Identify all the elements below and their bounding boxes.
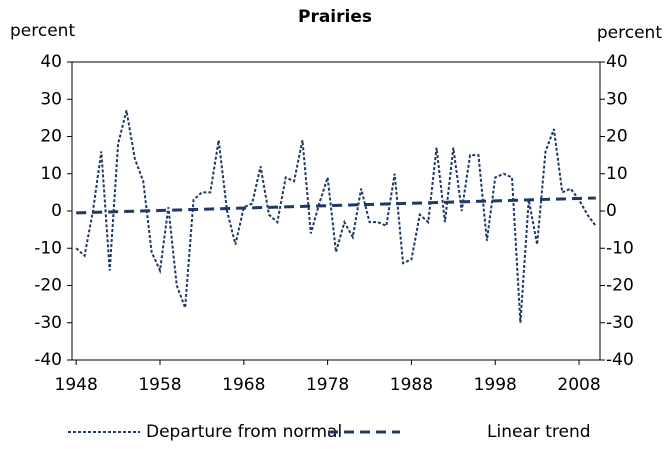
x-tick-label: 2008 <box>557 375 600 395</box>
y-tick-label: -20 <box>34 276 62 296</box>
y-tick-label: 10 <box>40 164 62 184</box>
y2-tick-label: -20 <box>606 276 634 296</box>
y2-tick-label: 40 <box>606 52 628 72</box>
y-tick-label: 20 <box>40 127 62 147</box>
y2-tick-label: 30 <box>606 89 628 109</box>
y-axis-label: percent <box>10 21 75 41</box>
y-tick-label: -10 <box>34 238 62 258</box>
y2-tick-label: -40 <box>606 350 634 370</box>
chart-title: Prairies <box>298 7 372 27</box>
legend-label: Departure from normal <box>146 422 342 442</box>
y2-tick-label: 20 <box>606 127 628 147</box>
y-tick-label: -40 <box>34 350 62 370</box>
y-tick-label: 30 <box>40 89 62 109</box>
y2-tick-label: 0 <box>606 201 617 221</box>
data-line <box>76 196 596 215</box>
y2-tick-label: 10 <box>606 164 628 184</box>
y-tick-label: 0 <box>51 201 62 221</box>
x-tick-label: 1958 <box>138 375 181 395</box>
y-tick-label: -30 <box>34 313 62 333</box>
x-tick-label: 1978 <box>306 375 349 395</box>
y2-tick-label: -10 <box>606 238 634 258</box>
x-tick-label: 1998 <box>474 375 517 395</box>
x-tick-label: 1988 <box>390 375 433 395</box>
x-tick-label: 1968 <box>222 375 265 395</box>
y-tick-label: 40 <box>40 52 62 72</box>
y2-axis-label: percent <box>597 23 662 43</box>
x-tick-label: 1948 <box>55 375 98 395</box>
legend-label: Linear trend <box>487 422 591 442</box>
y2-tick-label: -30 <box>606 313 634 333</box>
data-line <box>75 110 597 323</box>
